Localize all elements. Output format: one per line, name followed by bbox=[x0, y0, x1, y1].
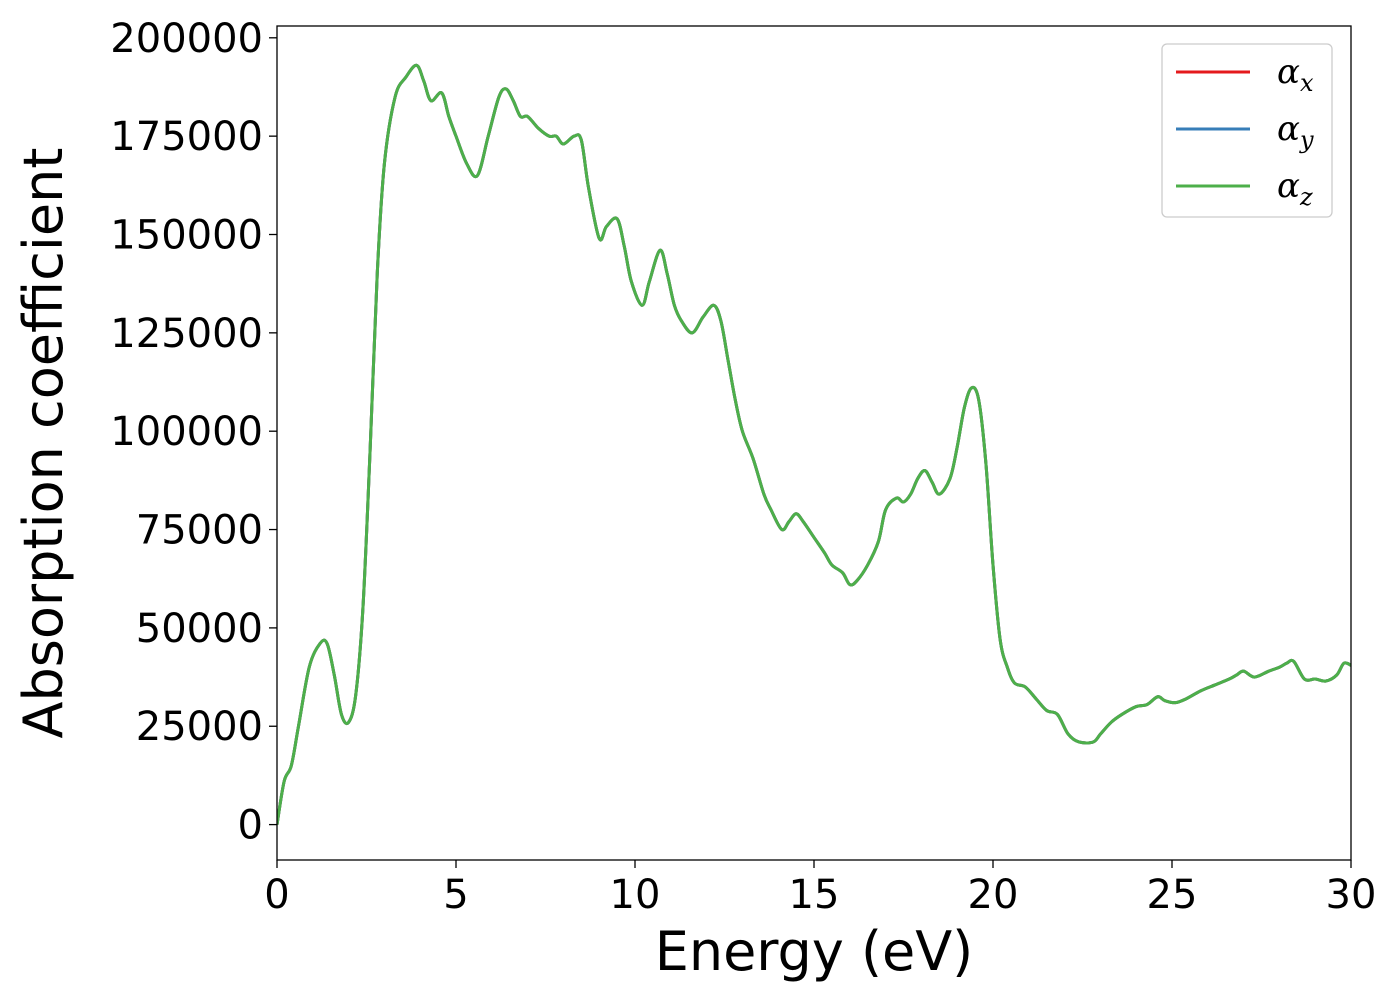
y-tick-label: 75000 bbox=[136, 508, 263, 554]
y-tick-label: 150000 bbox=[110, 213, 263, 259]
x-axis-label: Energy (eV) bbox=[655, 920, 974, 983]
series-line-z bbox=[277, 63, 1351, 825]
legend-label-z: αz bbox=[1277, 166, 1313, 211]
legend-label-y: αy bbox=[1277, 109, 1314, 154]
x-tick-label: 0 bbox=[264, 872, 289, 918]
y-tick-label: 200000 bbox=[110, 16, 263, 62]
legend-symbol: α bbox=[1277, 52, 1300, 92]
legend-subscript: y bbox=[1299, 126, 1314, 154]
legend-subscript: z bbox=[1299, 183, 1313, 211]
y-axis: 0 25000 50000 75000 100000 125000 150000 175000… bbox=[110, 16, 277, 849]
series-layer bbox=[277, 63, 1351, 825]
y-tick-label: 0 bbox=[238, 803, 263, 849]
y-tick-label: 25000 bbox=[136, 704, 263, 750]
y-tick-label: 175000 bbox=[110, 114, 263, 160]
x-tick-label: 5 bbox=[443, 872, 468, 918]
legend-subscript: x bbox=[1300, 69, 1314, 97]
x-tick-label: 10 bbox=[610, 872, 661, 918]
y-tick-label: 100000 bbox=[110, 409, 263, 455]
x-tick-label: 15 bbox=[789, 872, 840, 918]
legend-symbol: α bbox=[1277, 109, 1300, 149]
y-tick-label: 125000 bbox=[110, 311, 263, 357]
legend-label-x: αx bbox=[1277, 52, 1314, 97]
y-axis-label: Absorption coefficient bbox=[12, 148, 75, 739]
x-tick-label: 30 bbox=[1326, 872, 1377, 918]
x-tick-label: 20 bbox=[968, 872, 1019, 918]
x-tick-label: 25 bbox=[1147, 872, 1198, 918]
x-axis: 0 5 10 15 20 25 30 bbox=[264, 860, 1376, 918]
legend-symbol: α bbox=[1277, 166, 1300, 206]
y-tick-label: 50000 bbox=[136, 606, 263, 652]
